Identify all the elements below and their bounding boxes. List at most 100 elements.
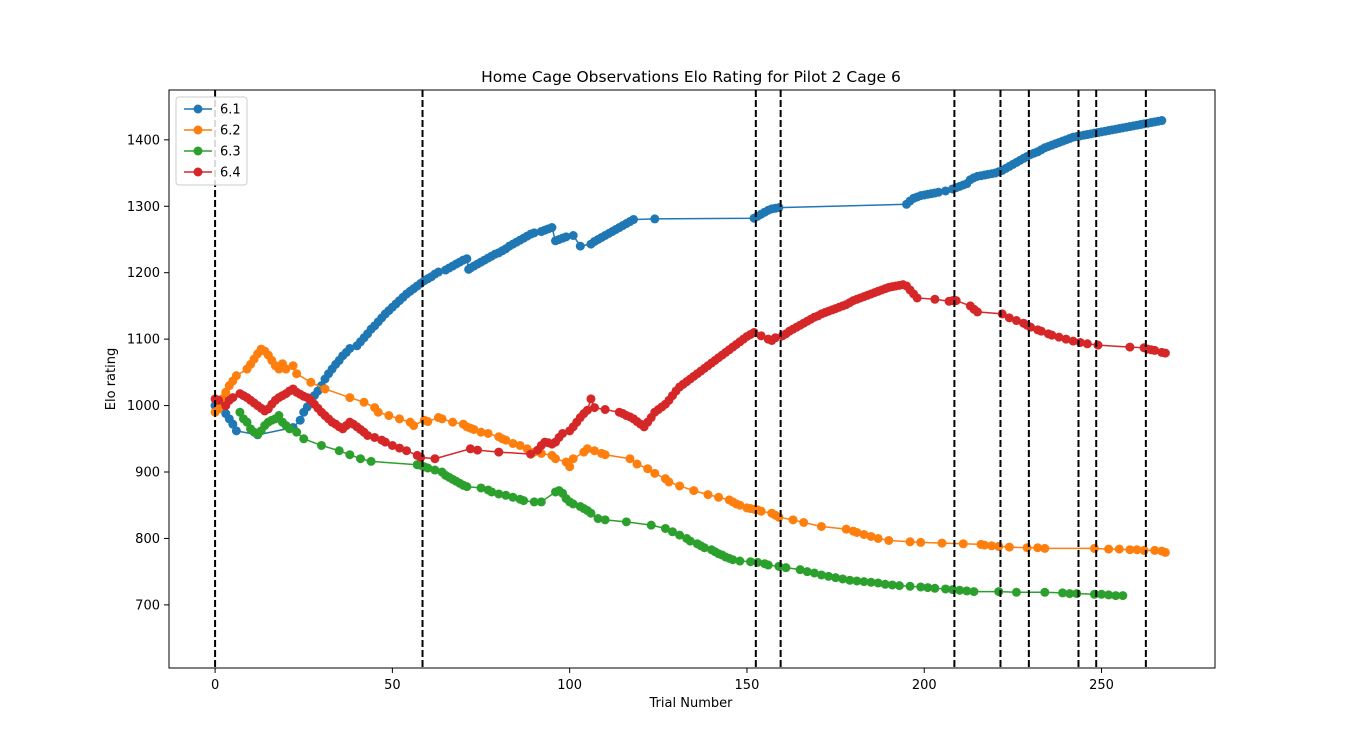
data-point: [912, 293, 922, 303]
data-point: [809, 568, 819, 578]
data-point: [756, 506, 766, 516]
data-point: [1011, 316, 1021, 326]
data-point: [568, 454, 578, 464]
data-point: [1058, 588, 1068, 598]
data-point: [1054, 332, 1064, 342]
y-tick-label: 1100: [127, 333, 160, 348]
data-point: [316, 440, 326, 450]
data-point: [841, 524, 851, 534]
legend-item-6.4: 6.4: [184, 166, 241, 181]
data-point: [345, 343, 355, 353]
data-point: [423, 463, 433, 473]
data-point: [1150, 345, 1160, 355]
data-point: [476, 427, 486, 437]
data-point: [643, 464, 653, 474]
data-point: [1089, 543, 1099, 553]
data-point: [295, 415, 305, 425]
data-point: [469, 424, 479, 434]
data-point: [483, 428, 493, 438]
data-point: [575, 241, 585, 251]
data-point: [433, 267, 443, 277]
x-tick-label: 100: [557, 678, 582, 693]
data-point: [508, 438, 518, 448]
data-point: [675, 530, 685, 540]
data-point: [600, 515, 610, 525]
data-point: [873, 578, 883, 588]
data-point: [1125, 342, 1135, 352]
data-point: [462, 254, 472, 264]
data-point: [306, 377, 316, 387]
legend-marker: [193, 104, 203, 114]
data-point: [462, 482, 472, 492]
data-point: [884, 535, 894, 545]
plot-area: [210, 90, 1170, 668]
data-point: [281, 364, 291, 374]
data-point: [1011, 587, 1021, 597]
data-point: [852, 527, 862, 537]
data-point: [370, 432, 380, 442]
data-point: [941, 584, 951, 594]
data-point: [699, 543, 709, 553]
data-point: [728, 555, 738, 565]
data-point: [292, 369, 302, 379]
y-tick-label: 1000: [127, 399, 160, 414]
data-point: [735, 556, 745, 566]
legend: 6.1 6.2 6.3 6.4: [175, 96, 248, 186]
data-point: [1104, 590, 1114, 600]
data-point: [1139, 545, 1149, 555]
data-point: [816, 570, 826, 580]
data-point: [536, 497, 546, 507]
data-point: [1125, 545, 1135, 555]
series-6.1: [210, 116, 1167, 440]
x-tick-label: 0: [211, 678, 219, 693]
data-point: [816, 521, 826, 531]
data-point: [1111, 591, 1121, 601]
data-point: [1157, 116, 1167, 126]
data-point: [703, 490, 713, 500]
data-point: [763, 560, 773, 570]
y-axis-label: Elo rating: [104, 348, 119, 410]
y-axis: 700 800 900 1000 1100 1200 1300 1400: [127, 133, 169, 613]
data-point: [387, 440, 397, 450]
data-point: [1040, 543, 1050, 553]
data-point: [508, 492, 518, 502]
data-point: [1004, 542, 1014, 552]
data-point: [930, 294, 940, 304]
legend-label: 6.3: [220, 145, 241, 160]
data-point: [345, 393, 355, 403]
legend-box: [175, 96, 248, 186]
y-tick-label: 1300: [127, 200, 160, 215]
data-point: [355, 454, 365, 464]
data-point: [845, 575, 855, 585]
data-point: [299, 434, 309, 444]
y-tick-label: 1200: [127, 266, 160, 281]
data-point: [366, 456, 376, 466]
x-tick-label: 200: [912, 678, 937, 693]
data-point: [586, 508, 596, 518]
data-point: [781, 563, 791, 573]
data-point: [994, 541, 1004, 551]
data-point: [214, 395, 224, 405]
data-point: [345, 450, 355, 460]
data-point: [685, 536, 695, 546]
data-point: [529, 497, 539, 507]
legend-label: 6.4: [220, 166, 241, 181]
legend-item-6.3: 6.3: [184, 145, 241, 160]
data-point: [494, 489, 504, 499]
data-point: [880, 579, 890, 589]
data-point: [394, 414, 404, 424]
data-point: [1093, 340, 1103, 350]
data-point: [1097, 589, 1107, 599]
legend-label: 6.2: [220, 124, 241, 139]
data-point: [1004, 313, 1014, 323]
data-point: [228, 419, 238, 429]
data-point: [951, 296, 961, 306]
data-point: [526, 449, 536, 459]
data-point: [274, 411, 284, 421]
data-point: [866, 577, 876, 587]
data-point: [1047, 330, 1057, 340]
data-point: [714, 492, 724, 502]
data-point: [487, 487, 497, 497]
data-point: [788, 515, 798, 525]
data-point: [589, 446, 599, 456]
